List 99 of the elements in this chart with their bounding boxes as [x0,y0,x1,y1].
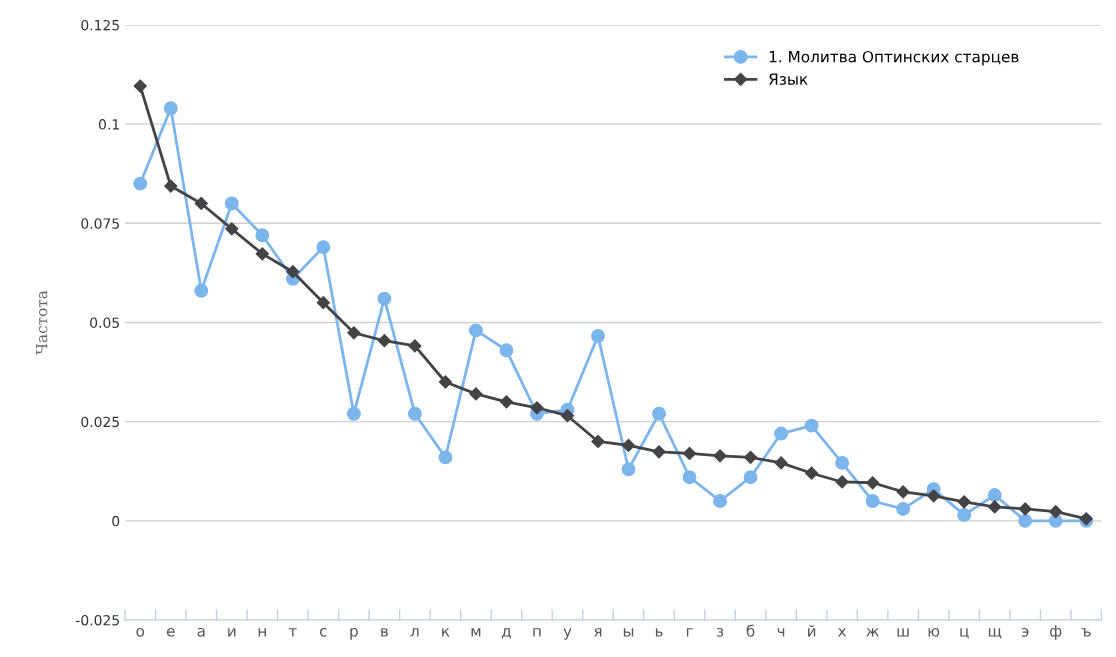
point [835,475,849,489]
x-tick-label: щ [988,628,1002,639]
x-tick-label: ж [866,628,879,637]
x-tick-label: и [228,628,236,637]
point [743,470,758,485]
x-tick-label: э [1021,627,1029,637]
point [957,507,972,522]
x-tick-label: в [381,628,388,637]
point [774,456,788,470]
point [499,343,514,358]
y-tick-label: 0.125 [81,19,119,31]
point [652,445,666,459]
x-tick-label: з [716,627,724,637]
point [255,228,270,243]
x-tick-label: д [501,628,511,639]
x-tick-label: ц [960,628,969,639]
point [591,329,605,343]
legend-label: 1. Молитва Оптинских старцев [769,50,1019,66]
point [133,79,147,93]
point [591,434,605,449]
x-tick-label: у [563,628,572,640]
point [957,495,971,509]
point [774,426,789,441]
x-tick-label: м [471,628,481,637]
point [286,265,300,279]
x-tick-label: ь [655,628,663,637]
point [499,395,514,409]
x-tick-label: й [808,624,816,637]
x-tick-label: е [166,627,175,637]
point [682,470,697,485]
point [835,455,850,470]
point [377,334,391,348]
point [1018,513,1033,528]
point [927,489,941,503]
point [866,476,880,490]
point [316,296,330,310]
legend-label: Язык [769,73,808,85]
point [896,485,910,499]
point [225,222,239,236]
x-tick-label: н [258,628,266,637]
x-tick-label: а [197,627,205,637]
x-tick-label: ш [897,628,909,637]
x-tick-label: т [288,628,297,637]
point [194,196,208,211]
x-tick-label: ч [777,628,785,637]
point [865,494,880,508]
x-tick-label: р [350,627,358,640]
x-tick-label: ф [1050,625,1062,640]
y-tick-label: 0.075 [81,218,119,229]
point [346,406,361,421]
point [743,450,758,464]
point [713,449,727,463]
point [652,406,666,421]
x-tick-label: б [746,624,755,637]
x-tick-label: с [319,627,327,637]
y-tick-label: 0 [112,515,120,527]
point [1018,502,1032,516]
point [194,283,209,298]
point [621,462,636,477]
point [987,488,1002,502]
point [224,196,239,211]
x-tick-label: я [594,628,602,637]
point [469,387,483,401]
point [164,179,178,193]
x-tick-label: ю [928,627,940,637]
y-tick-label: -0.025 [76,614,119,626]
x-tick-label: ы [623,627,634,637]
point [133,176,148,191]
x-tick-label: к [442,628,450,637]
point [347,326,361,340]
point [255,247,269,261]
point [988,500,1002,514]
y-tick-label: 0.1 [98,119,119,130]
x-tick-label: г [686,628,693,637]
point [713,494,727,508]
y-tick-label: 0.05 [90,317,119,328]
point [804,418,819,433]
y-tick-label: 0.025 [81,416,119,428]
point [377,291,392,306]
point [438,450,453,465]
point [805,466,819,480]
point [621,438,636,453]
x-tick-label: п [533,628,541,637]
x-tick-label: л [410,628,419,637]
x-tick-label: х [838,628,847,637]
point [163,101,178,116]
point [408,339,422,353]
point [468,323,483,338]
point [1049,505,1063,519]
point [407,406,422,421]
point [896,501,911,516]
point [316,240,331,255]
point [560,409,575,423]
x-tick-label: ъ [1081,628,1091,637]
point [438,375,452,389]
x-tick-label: о [136,627,145,637]
y-axis-title: Частота [36,290,48,355]
point [682,446,697,460]
point [530,401,544,415]
